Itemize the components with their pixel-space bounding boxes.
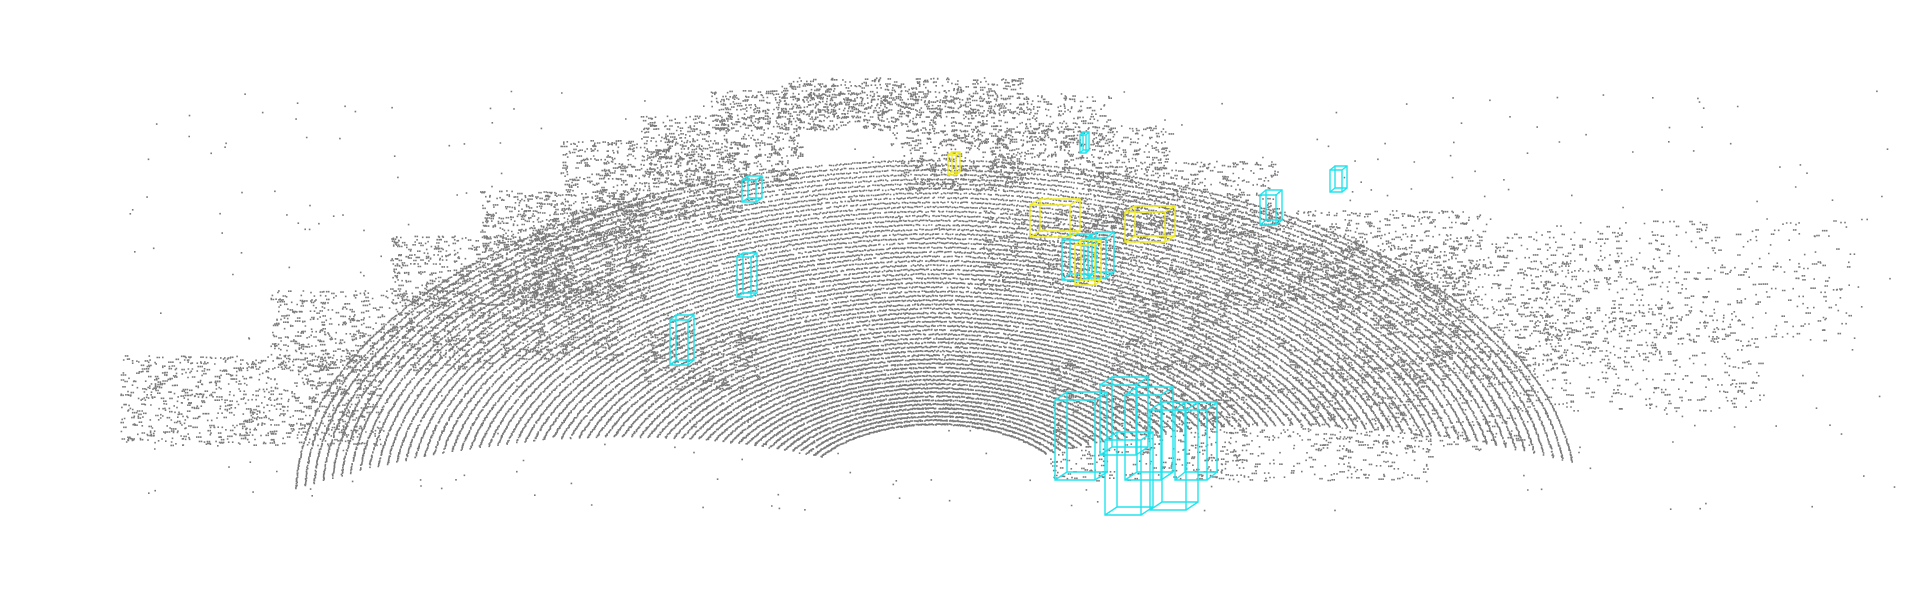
- pedestrian-box: [1124, 386, 1174, 481]
- pedestrian-box: [1099, 376, 1149, 456]
- bounding-boxes: [669, 131, 1348, 516]
- lidar-points: [120, 77, 1896, 512]
- cyclist-box: [1029, 198, 1081, 238]
- cyclist-box: [1074, 239, 1102, 286]
- cyclist-box: [947, 151, 961, 176]
- pedestrian-box: [1079, 131, 1090, 154]
- cyclist-box: [1124, 205, 1176, 243]
- pedestrian-box: [1087, 231, 1115, 279]
- pedestrian-box: [1054, 391, 1108, 481]
- pedestrian-box: [736, 252, 758, 298]
- pedestrian-box: [1104, 431, 1154, 516]
- pedestrian-box: [1259, 189, 1283, 226]
- pedestrian-box: [669, 314, 695, 366]
- point-cloud: [120, 77, 1896, 512]
- pedestrian-box: [1149, 401, 1199, 511]
- pedestrian-box: [1329, 165, 1348, 193]
- pedestrian-box: [1174, 401, 1218, 481]
- pedestrian-box: [741, 175, 763, 203]
